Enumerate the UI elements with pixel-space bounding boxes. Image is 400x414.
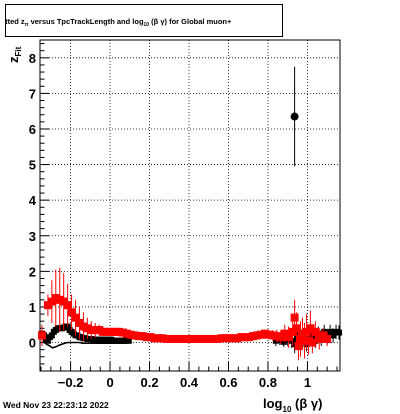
data-point	[48, 332, 55, 339]
y-tick-label: 0	[29, 336, 36, 351]
y-tick-label: 6	[29, 122, 36, 137]
data-point	[336, 329, 343, 336]
data-point	[327, 328, 334, 335]
data-point	[308, 338, 317, 347]
data-point	[306, 324, 315, 333]
y-tick-label: 3	[29, 229, 36, 244]
data-point	[294, 342, 303, 351]
x-tick-label: 1	[304, 375, 311, 390]
plot-frame	[39, 39, 341, 372]
x-tick-label: 0.4	[180, 375, 199, 390]
data-point	[290, 112, 299, 121]
series-line	[43, 341, 127, 349]
data-point	[330, 332, 337, 339]
data-point	[67, 308, 76, 317]
y-tick-label: 8	[29, 51, 36, 66]
x-tick-label: 0.2	[141, 375, 159, 390]
title-part: versus TpcTrackLength and log	[28, 17, 144, 26]
x-axis-label: log10 (β γ)	[263, 396, 322, 414]
y-tick-label: 2	[29, 264, 36, 279]
data-point	[37, 331, 46, 340]
axis-ticks	[40, 43, 338, 372]
title-part: itted z	[5, 17, 25, 26]
data-point	[290, 313, 299, 322]
data-point	[44, 337, 51, 344]
title-box: itted zπ versus TpcTrackLength and log10…	[5, 4, 283, 37]
data-point	[280, 338, 287, 345]
chart-title: itted zπ versus TpcTrackLength and log10…	[5, 17, 232, 28]
y-tick-label: 1	[29, 300, 36, 315]
y-tick-label: 4	[29, 193, 37, 208]
x-tick-label: 0.6	[219, 375, 237, 390]
timestamp-label: Wed Nov 23 22:23:12 2022	[3, 400, 109, 410]
data-point	[323, 334, 332, 343]
data-point	[125, 337, 132, 344]
y-axis-label: zFit	[6, 46, 23, 63]
data-point	[71, 313, 80, 322]
y-tick-label: 7	[29, 86, 36, 101]
x-tick-label: 0	[106, 375, 113, 390]
data-point	[311, 327, 320, 336]
data-point	[272, 337, 279, 344]
y-tick-label: 5	[29, 158, 36, 173]
x-tick-label: −0.2	[58, 375, 84, 390]
data-point	[284, 333, 293, 342]
title-part: (β γ) for Global muon+	[149, 17, 232, 26]
tick-labels: −0.2 0 0.2 0.4 0.6 0.8 1 0 1 2 3 4 5 6 7 8	[29, 51, 311, 390]
data-point	[292, 324, 301, 333]
data-point	[63, 301, 72, 310]
data-marks	[37, 66, 343, 361]
title-subscript: π	[24, 22, 29, 28]
x-tick-label: 0.8	[259, 375, 277, 390]
title-subscript: 10	[143, 22, 150, 28]
